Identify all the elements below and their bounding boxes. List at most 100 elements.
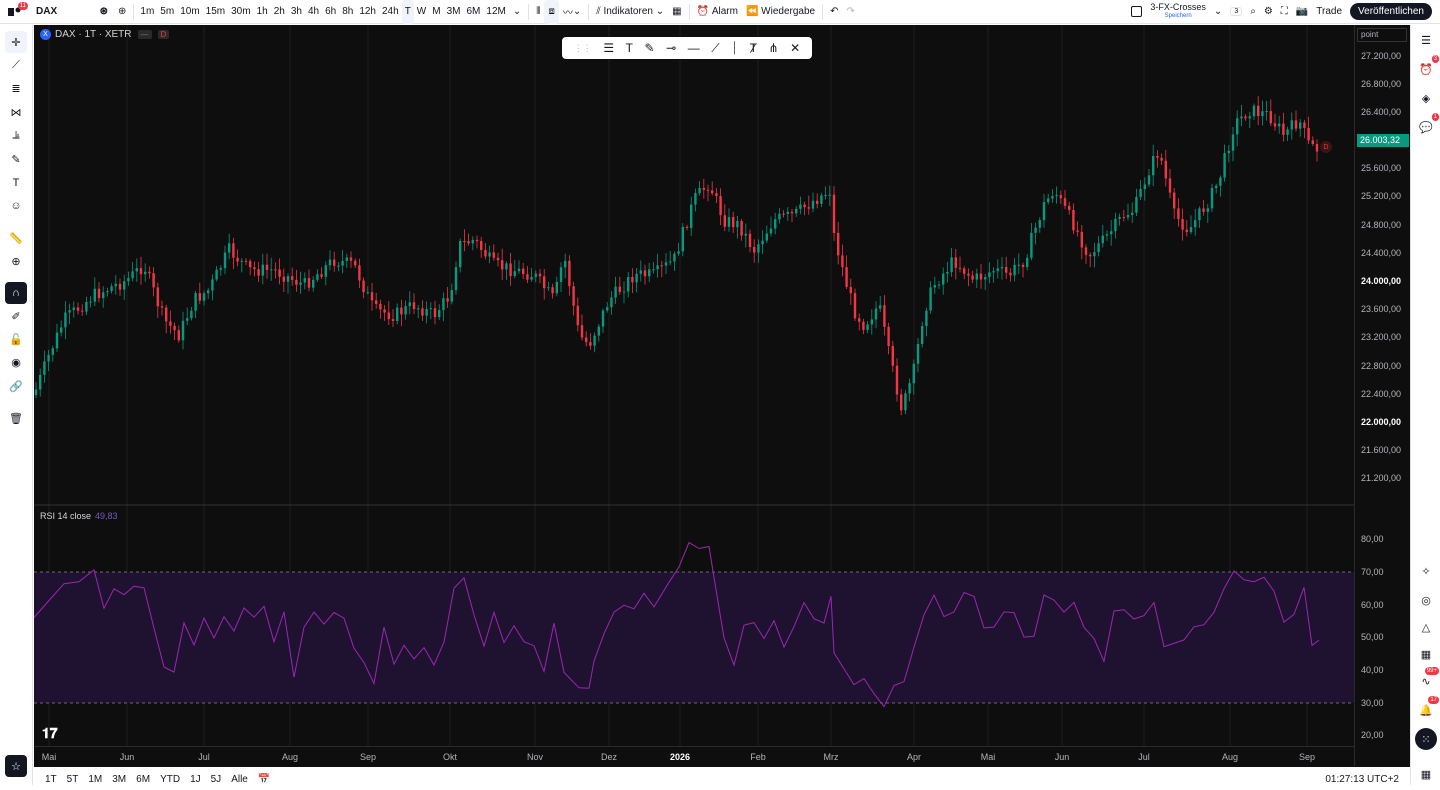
quick-search-button[interactable]: ⌕ <box>1246 0 1260 24</box>
calendar-button[interactable]: ▦ <box>1415 643 1437 665</box>
horizontal-line-icon[interactable]: — <box>687 41 700 55</box>
timeframe-10m[interactable]: 10m <box>180 6 200 17</box>
line-style-button[interactable]: 〰 ⌄ <box>559 0 585 24</box>
object-tree-button[interactable]: ◈ <box>1415 87 1437 109</box>
timeframe-2h[interactable]: 2h <box>273 6 285 17</box>
trade-button[interactable]: Trade <box>1312 0 1346 24</box>
chat-button[interactable]: 💬 1 <box>1415 113 1439 138</box>
range-3M[interactable]: 3M <box>112 773 127 785</box>
timeframe-3h[interactable]: 3h <box>290 6 302 17</box>
undo-button[interactable]: ↶ <box>826 0 842 24</box>
drawing-mode-tool[interactable]: ✐ <box>5 305 27 327</box>
timeframe-4h[interactable]: 4h <box>307 6 320 17</box>
bars-style-button[interactable]: ⫴ <box>532 0 544 24</box>
symbol-settings-icon[interactable]: ⊛ <box>99 6 108 17</box>
text-icon[interactable]: T <box>625 41 633 55</box>
series-marker[interactable]: D <box>1320 141 1332 153</box>
timeframe-6M[interactable]: 6M <box>466 6 481 17</box>
price-axis[interactable]: point 27.200,00 26.800,00 26.400,00 25.600,… <box>1354 25 1410 767</box>
range-5T[interactable]: 5T <box>66 773 79 785</box>
replay-button[interactable]: ⏪ Wiedergabe <box>742 0 819 24</box>
layout-checkbox[interactable] <box>1127 0 1146 24</box>
settings-button[interactable]: ⚙ <box>1260 0 1277 24</box>
visibility-tool[interactable]: ◉ <box>5 351 27 373</box>
timeframe-3M[interactable]: 3M <box>446 6 461 17</box>
range-YTD[interactable]: YTD <box>160 773 181 785</box>
timeframe-6h[interactable]: 6h <box>325 6 337 17</box>
alerts-button[interactable]: ⏰ 3 <box>1415 55 1439 80</box>
trend-line-icon[interactable]: ⟋ <box>711 40 720 55</box>
trend-line-tool[interactable]: ⟋ <box>5 54 27 76</box>
cross-icon[interactable]: ✕ <box>790 41 801 55</box>
fullscreen-button[interactable]: ⛶ <box>1277 0 1292 24</box>
timeframe-15m[interactable]: 15m <box>205 6 226 17</box>
timeframe-12h[interactable]: 12h <box>359 6 376 17</box>
timeframe-M[interactable]: M <box>432 6 441 17</box>
timeframe-1m[interactable]: 1m <box>140 6 155 17</box>
rsi-legend[interactable]: RSI 14 close 49,83 <box>40 511 118 521</box>
symbol-search[interactable]: DAX ⊛ <box>30 3 114 21</box>
brand-logo[interactable]: 11 <box>0 0 30 24</box>
range-5J[interactable]: 5J <box>210 773 222 785</box>
pattern-tool[interactable]: ⋈ <box>5 101 27 123</box>
timeframe-T[interactable]: T <box>401 0 414 24</box>
series-legend[interactable]: X DAX · 1T · XETR — D <box>40 29 170 40</box>
ideas-button[interactable]: ✧ <box>1415 560 1437 582</box>
crosshair-tool[interactable]: ✛ <box>5 31 27 53</box>
favorites-tool[interactable]: ☆ <box>5 755 27 777</box>
multi-line-icon[interactable]: ☰ <box>603 41 615 55</box>
time-axis[interactable]: Mai Jun Jul Aug Sep Okt Nov Dez 2026 Feb Mrz Apr Mai… <box>34 746 1354 767</box>
timeframe-8h[interactable]: 8h <box>342 6 354 17</box>
alarm-button[interactable]: ⏰ Alarm <box>693 0 742 24</box>
text-tool[interactable]: T <box>5 172 27 194</box>
current-price-tag[interactable]: 26.003,32 <box>1357 134 1409 147</box>
panel-toggle-button[interactable]: ▦ <box>1415 763 1437 785</box>
sync-tool[interactable]: 🔗 <box>5 375 27 397</box>
candles-style-button[interactable]: ⧈ <box>544 0 559 24</box>
brush-tool[interactable]: ✎ <box>5 148 27 170</box>
magnet-tool[interactable]: ∩ <box>5 282 27 304</box>
text-anchor-icon[interactable]: Ⱦ <box>749 41 757 55</box>
timeframe-dropdown-button[interactable]: ⌄ <box>509 0 525 24</box>
fib-tool[interactable]: ≣ <box>5 77 27 99</box>
watchlist-button[interactable]: ☰ <box>1415 29 1437 51</box>
indicators-button[interactable]: ⫽ Indikatoren ⌄ <box>592 0 668 24</box>
redo-button[interactable]: ↷ <box>842 0 858 24</box>
chart-pane[interactable]: X DAX · 1T · XETR — D ⋮⋮ ☰ T ✎ ⊸ — ⟋ ⏐ Ⱦ… <box>34 25 1410 767</box>
forecast-tool[interactable]: ⫡ <box>5 124 27 146</box>
vertical-line-icon[interactable]: ⏐ <box>731 40 739 55</box>
pitchfork-icon[interactable]: ⋔ <box>768 41 779 55</box>
timeframe-24h[interactable]: 24h <box>382 6 399 17</box>
notifications-button[interactable]: 🔔 17 <box>1415 696 1439 721</box>
range-Alle[interactable]: Alle <box>231 773 248 785</box>
timeframe-W[interactable]: W <box>416 6 427 17</box>
range-6M[interactable]: 6M <box>136 773 151 785</box>
layout-dropdown-button[interactable]: ⌄ <box>1210 0 1226 24</box>
emoji-tool[interactable]: ☺ <box>5 195 27 217</box>
screener-button[interactable]: △ <box>1415 616 1437 638</box>
timeframe-12M[interactable]: 12M <box>486 6 506 17</box>
publish-button[interactable]: Veröffentlichen <box>1350 3 1432 20</box>
range-1M[interactable]: 1M <box>88 773 103 785</box>
layout-selector[interactable]: 3-FX-Crosses Speichern <box>1146 0 1210 24</box>
lock-tool[interactable]: 🔓 <box>5 328 27 350</box>
apps-button[interactable]: ⁙ <box>1415 728 1437 750</box>
tradingview-watermark-icon[interactable]: 𝟏𝟕 <box>42 725 58 741</box>
target-button[interactable]: ◎ <box>1415 589 1437 611</box>
drag-handle-icon[interactable]: ⋮⋮ <box>573 42 592 53</box>
timeframe-5m[interactable]: 5m <box>160 6 175 17</box>
clock[interactable]: 01:27:13 UTC+2 <box>1325 773 1399 785</box>
range-1J[interactable]: 1J <box>190 773 201 785</box>
range-1T[interactable]: 1T <box>45 773 57 785</box>
axis-unit-label[interactable]: point <box>1357 28 1407 42</box>
timeframe-30m[interactable]: 30m <box>231 6 251 17</box>
snapshot-button[interactable]: 📷 <box>1292 0 1312 24</box>
horizontal-ray-icon[interactable]: ⊸ <box>666 41 677 55</box>
timeframe-1h[interactable]: 1h <box>256 6 268 17</box>
measure-tool[interactable]: 📏 <box>5 227 27 249</box>
delete-tool[interactable]: 🗑 <box>5 407 27 429</box>
brush-icon[interactable]: ✎ <box>644 41 655 55</box>
chart-canvas[interactable] <box>34 25 1354 767</box>
add-symbol-button[interactable]: ⊕ <box>114 0 130 24</box>
templates-button[interactable]: ▦ <box>668 0 685 24</box>
